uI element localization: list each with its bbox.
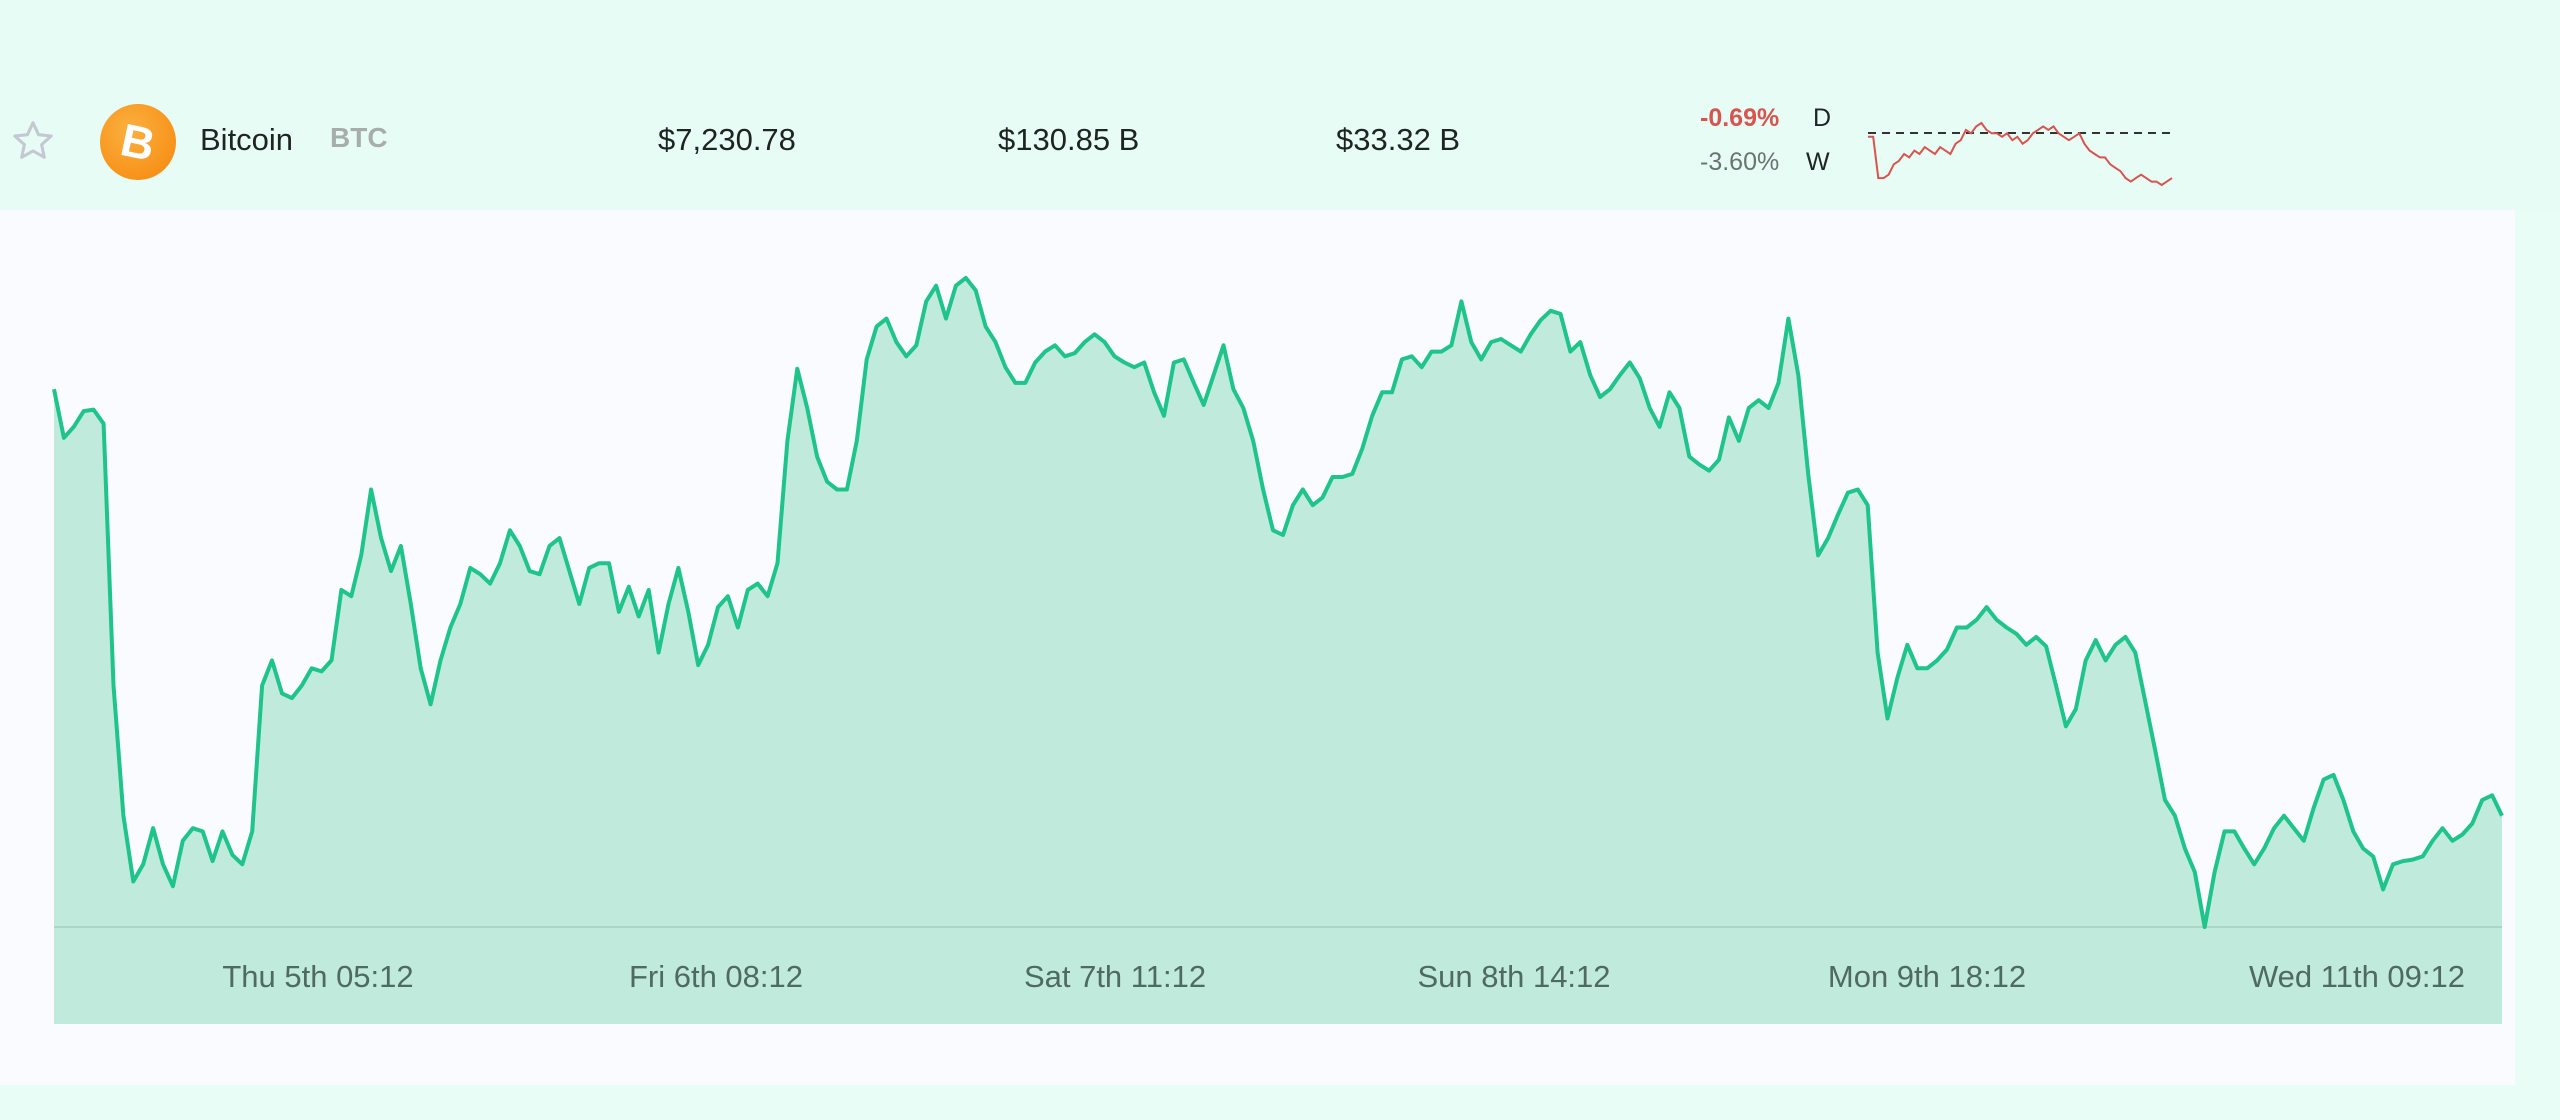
x-tick-label: Sun 8th 14:12 <box>1417 959 1610 994</box>
x-tick-label: Wed 11th 09:12 <box>2249 959 2465 994</box>
x-tick-label: Mon 9th 18:12 <box>1828 959 2026 994</box>
x-tick-label: Sat 7th 11:12 <box>1024 959 1206 994</box>
star-outline-icon[interactable] <box>10 118 56 164</box>
x-tick-label: Thu 5th 05:12 <box>222 959 413 994</box>
volume: $33.32 B <box>1336 122 1461 157</box>
coin-row[interactable]: B Bitcoin BTC $7,230.78 $130.85 B $33.32… <box>0 0 2560 210</box>
coin-name[interactable]: Bitcoin <box>200 122 294 157</box>
change-day: -0.69% <box>1700 104 1780 132</box>
bitcoin-logo-icon: B <box>100 104 176 180</box>
x-tick-label: Fri 6th 08:12 <box>629 959 803 994</box>
chart-price-line <box>52 275 2504 929</box>
coin-symbol: BTC <box>330 122 388 153</box>
sparkline-line <box>1868 121 2173 187</box>
market-cap: $130.85 B <box>998 122 1140 157</box>
price: $7,230.78 <box>658 122 796 157</box>
chart-area-fill <box>54 277 2502 1024</box>
change-week: -3.60% <box>1700 148 1780 176</box>
sparkline <box>1868 121 2173 187</box>
change-day-label: D <box>1813 104 1832 132</box>
change-week-label: W <box>1806 148 1830 176</box>
